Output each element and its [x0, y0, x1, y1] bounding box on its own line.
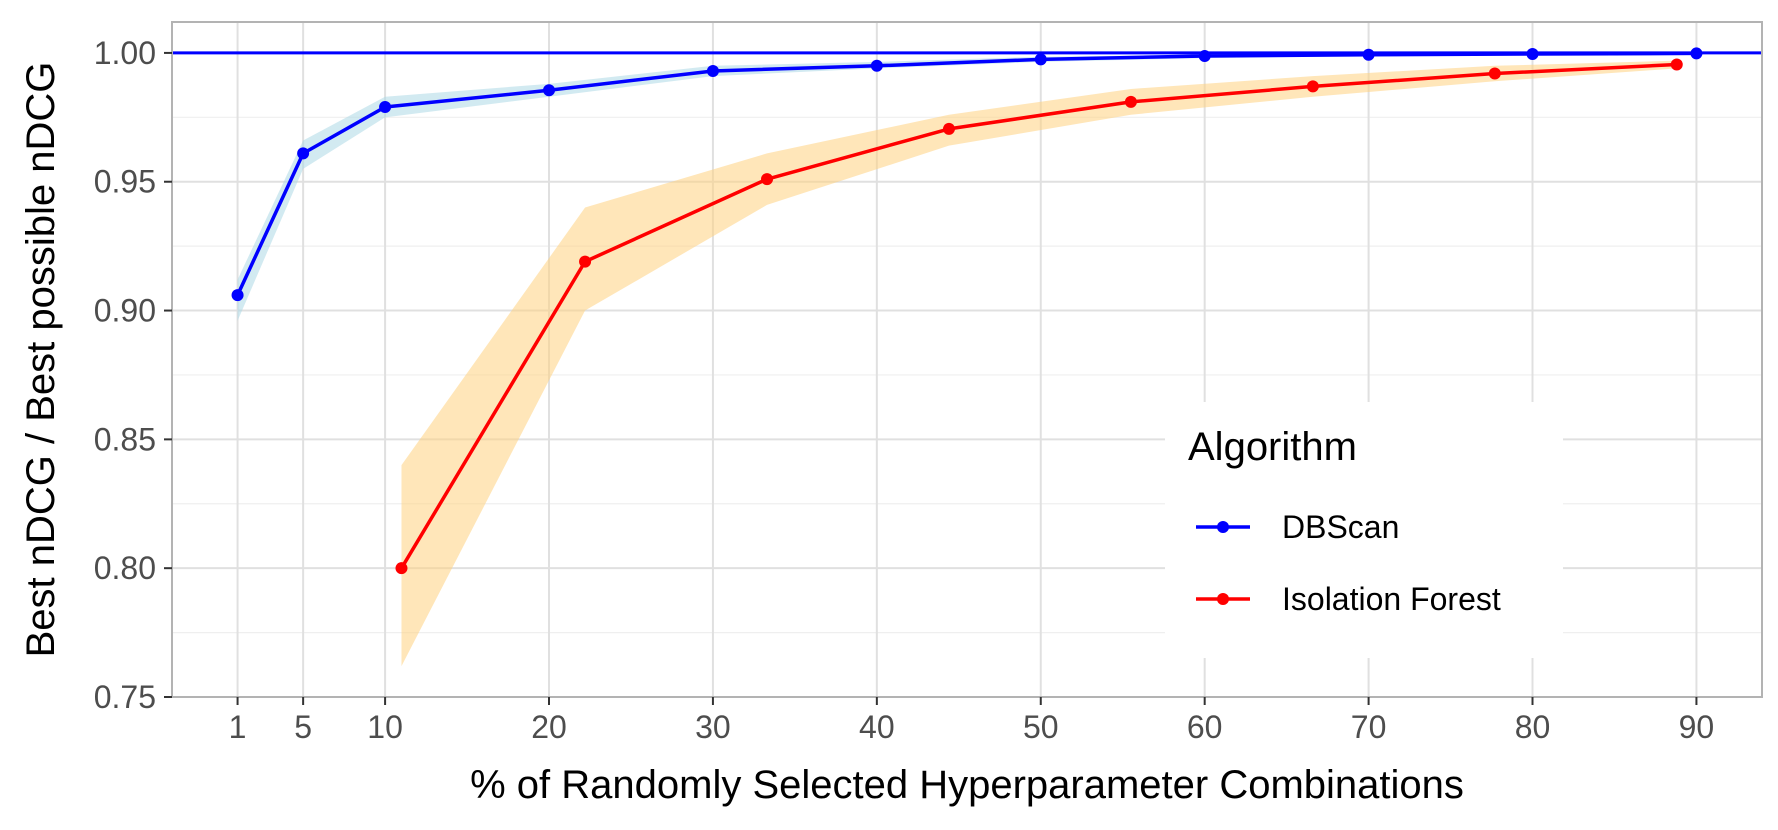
confidence-bands [237, 52, 1697, 667]
x-axis-title: % of Randomly Selected Hyperparameter Co… [470, 763, 1464, 807]
data-point [1124, 95, 1137, 108]
x-tick-label: 30 [695, 709, 731, 745]
data-point [761, 173, 774, 186]
data-point [297, 147, 310, 160]
y-tick-label: 0.80 [94, 550, 156, 586]
data-point [706, 64, 719, 77]
legend-key-point [1217, 521, 1229, 533]
x-tick-label: 10 [367, 709, 403, 745]
data-point [942, 122, 955, 135]
legend-item-label: DBScan [1282, 509, 1399, 545]
y-tick-label: 0.85 [94, 421, 156, 457]
legend-item-label: Isolation Forest [1282, 581, 1501, 617]
data-point [1670, 58, 1683, 71]
data-point [1690, 47, 1703, 60]
data-point [231, 289, 244, 302]
data-point [1362, 48, 1375, 61]
data-point [1198, 50, 1211, 63]
data-point [543, 84, 556, 97]
legend-title: Algorithm [1188, 425, 1357, 469]
x-tick-label: 40 [859, 709, 895, 745]
legend-background [1165, 402, 1563, 658]
x-tick-label: 20 [531, 709, 567, 745]
y-axis-title: Best nDCG / Best possible nDCG [19, 62, 63, 658]
y-tick-label: 0.90 [94, 293, 156, 329]
data-point [870, 59, 883, 72]
y-axis-ticks: 0.75 0.80 0.85 0.90 0.95 1.00 [94, 35, 172, 715]
plot-panel-border [171, 21, 1763, 698]
x-tick-label: 80 [1515, 709, 1551, 745]
legend: Algorithm DBScan Isolation Forest [1165, 402, 1563, 658]
x-axis-ticks: 1 5 10 20 30 40 50 60 70 80 90 [229, 697, 1715, 745]
y-tick-label: 0.75 [94, 679, 156, 715]
y-tick-label: 1.00 [94, 35, 156, 71]
data-point [395, 562, 408, 575]
data-point [579, 255, 592, 268]
x-tick-label: 70 [1351, 709, 1387, 745]
confidence-band [401, 60, 1677, 667]
x-tick-label: 1 [229, 709, 247, 745]
x-tick-label: 50 [1023, 709, 1059, 745]
legend-items: DBScan Isolation Forest [1196, 509, 1501, 617]
y-tick-label: 0.95 [94, 164, 156, 200]
legend-key-point [1217, 593, 1229, 605]
x-tick-label: 90 [1679, 709, 1715, 745]
data-point [1488, 67, 1501, 80]
series-points [231, 47, 1703, 575]
data-point [1526, 47, 1539, 60]
data-point [1034, 53, 1047, 66]
x-tick-label: 60 [1187, 709, 1223, 745]
x-tick-label: 5 [294, 709, 312, 745]
series-line [399, 62, 1677, 570]
data-point [1306, 80, 1319, 93]
data-point [379, 101, 392, 114]
